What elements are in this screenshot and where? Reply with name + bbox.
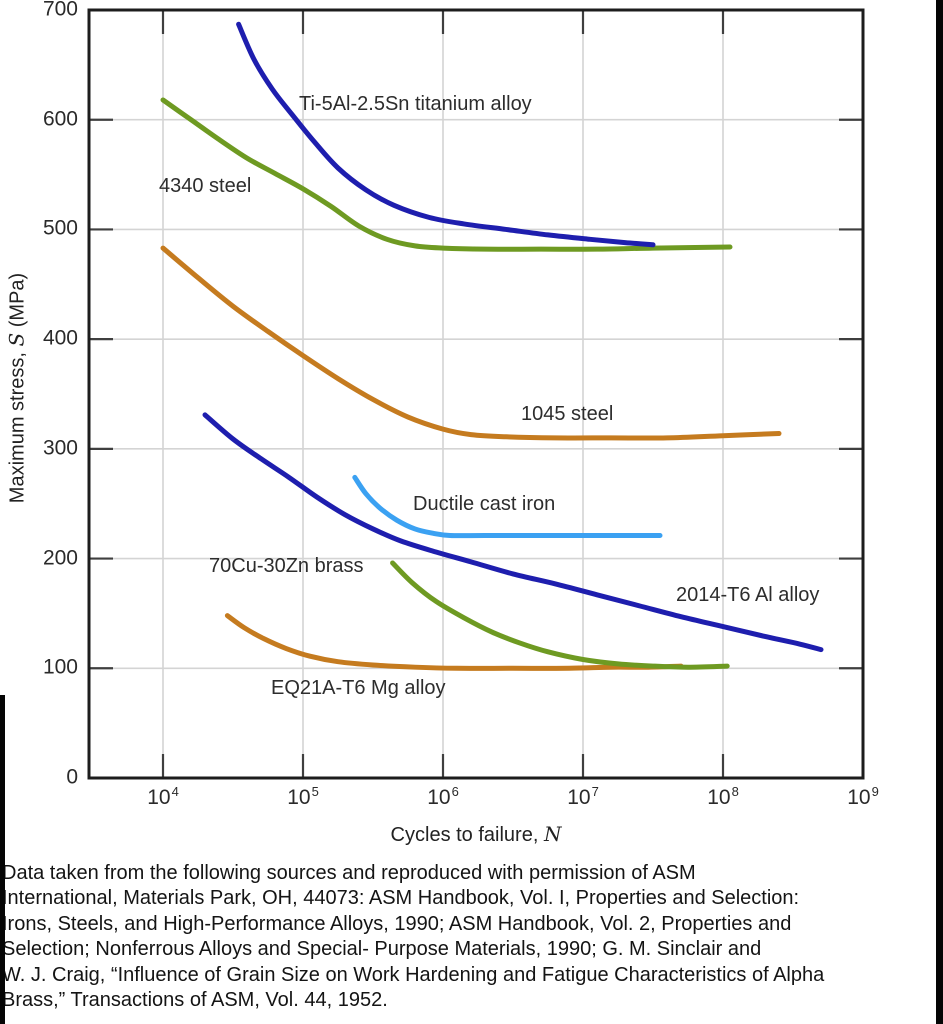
right-scan-edge-artifact xyxy=(936,0,943,1024)
curve-1045-steel xyxy=(160,245,782,441)
left-scan-edge-artifact xyxy=(0,695,5,1024)
curve-2014-t6-al-alloy xyxy=(202,412,824,653)
caption-line: International, Materials Park, OH, 44073… xyxy=(2,887,800,910)
sn-curve-plot-canvas xyxy=(87,8,865,780)
caption-line: Brass,” Transactions of ASM, Vol. 44, 19… xyxy=(2,989,388,1012)
curve-ti-5al-2-5sn-titanium-alloy xyxy=(236,21,656,248)
caption-line: Selection; Nonferrous Alloys and Special… xyxy=(2,938,762,961)
source-caption: Data taken from the following sources an… xyxy=(2,861,824,1013)
curve-eq21a-t6-mg-alloy xyxy=(224,613,684,671)
plot-border xyxy=(87,8,865,780)
curve-4340-steel xyxy=(160,97,733,252)
curve-ductile-cast-iron xyxy=(352,474,663,539)
caption-line: W. J. Craig, “Influence of Grain Size on… xyxy=(2,963,825,986)
curve-70cu-30zn-brass xyxy=(390,560,730,670)
caption-line: Irons, Steels, and High-Performance Allo… xyxy=(2,912,792,935)
caption-line: Data taken from the following sources an… xyxy=(2,862,696,884)
